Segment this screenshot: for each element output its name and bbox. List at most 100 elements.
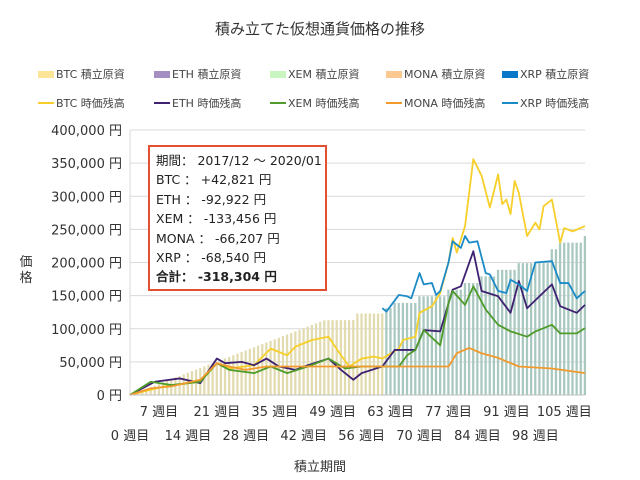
series-line-xrp	[381, 235, 586, 313]
principal-bar	[534, 263, 537, 395]
principal-bar	[525, 263, 529, 395]
principal-bar	[410, 302, 413, 395]
x-tick-label: 42 週目	[280, 429, 327, 444]
principal-bar	[294, 331, 297, 395]
principal-bar	[488, 276, 491, 395]
principal-bar	[381, 313, 384, 395]
principal-bar	[579, 242, 582, 395]
principal-bar	[319, 321, 322, 395]
annotation-xrp: XRP ： -68,540 円	[156, 249, 266, 265]
legend-label: XRP 積立原資	[520, 68, 590, 81]
legend-label: ETH 時価残高	[172, 97, 242, 110]
principal-bar	[364, 313, 367, 395]
principal-bar	[256, 345, 260, 395]
principal-bar	[422, 296, 425, 395]
legend-bars: BTC 積立原資 ETH 積立原資 XEM 積立原資 MONA 積立原資 XRP 積立原…	[38, 66, 618, 82]
legend-swatch	[270, 102, 286, 104]
y-tick-label: 400,000 円	[51, 124, 122, 139]
y-tick-label: 300,000 円	[51, 190, 122, 205]
principal-bar	[426, 296, 429, 395]
principal-bar	[472, 283, 475, 395]
x-tick-label: 70 週目	[396, 429, 443, 444]
legend-label: MONA 時価残高	[404, 97, 486, 110]
legend-item-bar: XEM 積立原資	[270, 66, 386, 82]
x-tick-label: 77 週目	[425, 405, 472, 420]
principal-bar	[178, 375, 181, 395]
principal-bar	[298, 329, 301, 395]
y-tick-label: 150,000 円	[51, 290, 122, 305]
principal-bar	[323, 320, 326, 395]
principal-bar	[339, 320, 342, 395]
principal-bar	[430, 296, 433, 395]
principal-bar	[521, 263, 524, 395]
principal-bar	[418, 296, 421, 395]
x-axis-label: 積立期間	[293, 460, 346, 475]
principal-bar	[343, 320, 347, 395]
legend-label: XRP 時価残高	[520, 97, 590, 110]
principal-bar	[352, 320, 355, 395]
principal-bar	[347, 320, 351, 395]
principal-bar	[480, 276, 483, 395]
principal-bar	[219, 360, 223, 395]
principal-bar	[240, 352, 243, 395]
annotation-total: 合計： -318,304 円	[156, 269, 277, 285]
principal-bar	[575, 242, 578, 395]
x-tick-label: 7 週目	[140, 405, 178, 420]
principal-bar	[285, 334, 289, 395]
principal-bar	[554, 249, 558, 395]
principal-bar	[447, 289, 450, 395]
annotation-eth: ETH ： -92,922 円	[156, 191, 267, 207]
principal-bar	[149, 387, 152, 395]
principal-bar	[558, 242, 562, 395]
x-tick-label: 63 週目	[367, 405, 414, 420]
principal-bar	[236, 353, 239, 395]
principal-bar	[463, 283, 467, 395]
annotation-xem: XEM ： -133,456 円	[156, 211, 277, 227]
legend-item-line: XRP 時価残高	[502, 95, 618, 111]
legend-swatch	[38, 70, 54, 78]
legend-item-bar: ETH 積立原資	[154, 66, 270, 82]
annotation-mona: MONA ： -66,207 円	[156, 230, 280, 246]
legend-swatch	[154, 70, 170, 78]
y-tick-label: 50,000 円	[59, 356, 122, 371]
principal-bar	[310, 325, 314, 395]
principal-bar	[401, 302, 405, 395]
principal-bar	[567, 242, 570, 395]
principal-bar	[455, 289, 458, 395]
x-tick-label: 91 週目	[483, 405, 530, 420]
principal-bar	[281, 336, 285, 395]
principal-bar	[306, 326, 309, 395]
series-line-mona	[129, 347, 586, 396]
summary-annotation: 期間： 2017/12 ～ 2020/01 BTC ： +42,821 円 ET…	[148, 145, 327, 291]
principal-bar	[583, 236, 587, 395]
principal-bar	[492, 276, 496, 395]
principal-bar	[161, 382, 165, 395]
principal-bar	[153, 385, 156, 395]
y-tick-label: 200,000 円	[51, 257, 122, 272]
principal-bar	[505, 269, 508, 395]
annotation-btc: BTC ： +42,821 円	[156, 172, 272, 188]
principal-bar	[546, 263, 549, 395]
x-tick-label: 98 週目	[512, 429, 559, 444]
principal-bar	[228, 356, 231, 395]
legend-swatch	[502, 102, 518, 104]
legend-swatch	[270, 70, 286, 78]
legend-item-line: MONA 時価残高	[386, 95, 502, 111]
legend-item-line: ETH 時価残高	[154, 95, 270, 111]
x-tick-label: 56 週目	[338, 429, 385, 444]
principal-bar	[335, 320, 338, 395]
legend-swatch	[502, 70, 518, 78]
annotation-period: 期間： 2017/12 ～ 2020/01	[156, 153, 322, 168]
principal-bar	[459, 289, 462, 395]
principal-bar	[211, 363, 214, 395]
principal-bar	[331, 320, 334, 395]
legend-swatch	[386, 70, 402, 78]
series-line-eth	[129, 250, 586, 396]
y-tick-label: 0 円	[97, 389, 122, 404]
legend-label: XEM 時価残高	[288, 97, 360, 110]
principal-bar	[571, 242, 574, 395]
principal-bar	[451, 289, 454, 395]
y-tick-label: 100,000 円	[51, 323, 122, 338]
y-tick-label: 250,000 円	[51, 223, 122, 238]
principal-bar	[563, 242, 566, 395]
